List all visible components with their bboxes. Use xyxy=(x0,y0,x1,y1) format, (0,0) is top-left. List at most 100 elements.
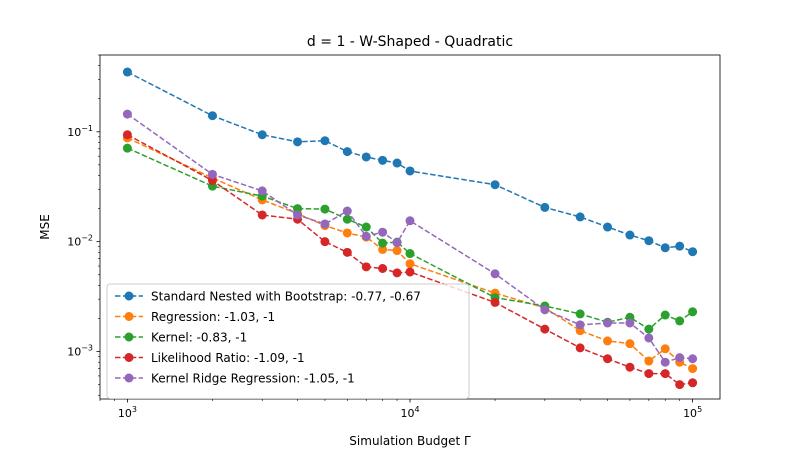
data-point xyxy=(378,155,388,165)
data-point xyxy=(122,109,132,119)
data-point xyxy=(207,111,217,121)
data-point xyxy=(490,269,500,279)
data-point xyxy=(644,236,654,246)
legend-label: Regression: -1.03, -1 xyxy=(151,310,275,324)
data-point xyxy=(688,354,698,364)
data-point xyxy=(660,344,670,354)
data-point xyxy=(603,222,613,232)
data-point xyxy=(540,305,550,315)
data-point xyxy=(392,238,402,248)
legend-box xyxy=(106,283,470,399)
data-point xyxy=(342,247,352,257)
plot-area xyxy=(122,67,698,390)
legend-marker xyxy=(124,332,134,342)
data-point xyxy=(625,318,635,328)
legend-item: Standard Nested with Bootstrap: -0.77, -… xyxy=(115,290,421,304)
data-point xyxy=(207,169,217,179)
data-point xyxy=(660,243,670,253)
data-point xyxy=(575,343,585,353)
data-point xyxy=(660,369,670,379)
data-point xyxy=(122,130,132,140)
data-point xyxy=(625,230,635,240)
data-point xyxy=(603,318,613,328)
data-point xyxy=(660,357,670,367)
data-point xyxy=(257,130,267,140)
data-point xyxy=(405,249,415,259)
data-point xyxy=(660,310,670,320)
data-point xyxy=(378,227,388,237)
data-point xyxy=(490,297,500,307)
legend-label: Kernel Ridge Regression: -1.05, -1 xyxy=(151,372,355,386)
data-point xyxy=(405,216,415,226)
data-point xyxy=(342,147,352,157)
data-point xyxy=(342,228,352,238)
data-point xyxy=(320,219,330,229)
data-point xyxy=(257,186,267,196)
y-axis-label: MSE xyxy=(38,214,52,240)
legend-label: Kernel: -0.83, -1 xyxy=(151,331,247,345)
legend-item: Kernel Ridge Regression: -1.05, -1 xyxy=(115,372,355,386)
data-point xyxy=(293,137,303,147)
axis-ticks: 103 104 105 10−3 10−2 10−1 xyxy=(67,54,702,420)
data-point xyxy=(675,353,685,363)
data-point xyxy=(392,246,402,256)
legend-marker xyxy=(124,373,134,383)
y-tick-label: 10−2 xyxy=(67,234,93,249)
data-point xyxy=(575,309,585,319)
data-point xyxy=(644,324,654,334)
data-point xyxy=(644,333,654,343)
data-point xyxy=(378,238,388,248)
data-point xyxy=(257,210,267,220)
data-point xyxy=(688,378,698,388)
data-point xyxy=(405,259,415,269)
data-point xyxy=(688,247,698,257)
legend: Standard Nested with Bootstrap: -0.77, -… xyxy=(106,283,470,399)
data-point xyxy=(625,362,635,372)
data-point xyxy=(378,244,388,254)
data-point xyxy=(644,369,654,379)
data-point xyxy=(540,324,550,334)
data-point xyxy=(342,214,352,224)
x-tick-label: 105 xyxy=(683,405,702,420)
legend-marker xyxy=(124,291,134,301)
legend-label: Likelihood Ratio: -1.09, -1 xyxy=(151,351,305,365)
data-point xyxy=(293,204,303,214)
data-point xyxy=(675,241,685,251)
x-tick-label: 104 xyxy=(400,405,419,420)
data-point xyxy=(575,320,585,330)
x-tick-label: 103 xyxy=(118,405,137,420)
data-point xyxy=(405,166,415,176)
data-point xyxy=(540,202,550,212)
legend-item: Kernel: -0.83, -1 xyxy=(115,331,247,345)
data-point xyxy=(361,231,371,241)
data-point xyxy=(207,176,217,186)
legend-item: Likelihood Ratio: -1.09, -1 xyxy=(115,351,305,365)
data-point xyxy=(688,307,698,317)
data-point xyxy=(644,356,654,366)
series-0 xyxy=(122,67,698,257)
data-point xyxy=(575,212,585,222)
x-axis-label: Simulation Budget Γ xyxy=(349,434,471,448)
data-point xyxy=(378,264,388,273)
data-point xyxy=(688,364,698,374)
data-point xyxy=(122,143,132,153)
data-point xyxy=(122,67,132,77)
legend-marker xyxy=(124,312,134,321)
data-point xyxy=(603,336,613,346)
y-tick-label: 10−1 xyxy=(67,124,93,139)
data-point xyxy=(361,152,371,162)
y-tick-label: 10−3 xyxy=(67,344,93,359)
data-point xyxy=(320,237,330,247)
data-point xyxy=(361,262,371,272)
data-point xyxy=(361,222,371,232)
data-point xyxy=(490,180,500,190)
data-point xyxy=(405,267,415,277)
data-point xyxy=(625,339,635,349)
legend-item: Regression: -1.03, -1 xyxy=(115,310,275,324)
data-point xyxy=(603,354,613,364)
data-point xyxy=(320,204,330,214)
data-point xyxy=(675,316,685,326)
data-point xyxy=(675,380,685,390)
legend-marker xyxy=(124,353,134,362)
